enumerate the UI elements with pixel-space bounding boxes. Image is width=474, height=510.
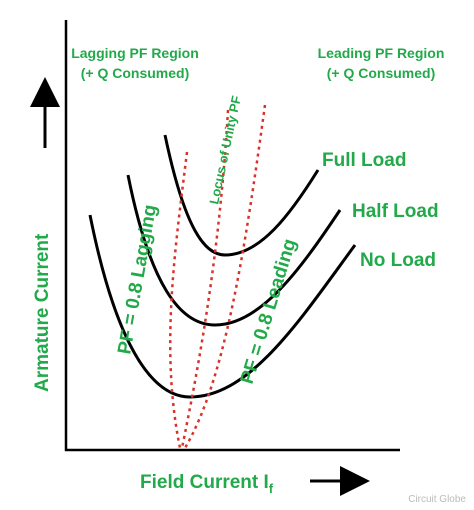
- x-axis-label-sub: f: [269, 481, 274, 496]
- x-axis-label-main: Field Current I: [140, 472, 269, 493]
- v-curve: [163, 134, 320, 257]
- v-curve: [88, 214, 357, 399]
- locus-line: [183, 104, 267, 449]
- locus-label: PF = 0.8 Lagging: [114, 203, 161, 356]
- curve-label: Half Load: [352, 201, 439, 222]
- x-axis-label: Field Current If: [140, 472, 274, 496]
- region-note: (+ Q Consumed): [327, 65, 436, 81]
- y-axis-label: Armature Current: [32, 233, 53, 392]
- locus-label: PF = 0.8 Leading: [237, 236, 301, 386]
- v-curve: [126, 174, 342, 327]
- curve-label: Full Load: [322, 150, 406, 171]
- locus-label: Locus of Unity PF: [206, 94, 244, 205]
- region-title: Lagging PF Region: [71, 45, 199, 61]
- locus-line: [180, 109, 230, 449]
- region-title: Leading PF Region: [318, 45, 445, 61]
- credit: Circuit Globe: [408, 494, 466, 505]
- region-note: (+ Q Consumed): [81, 65, 190, 81]
- axes: [64, 20, 400, 452]
- curve-label: No Load: [360, 250, 436, 271]
- locus-line: [169, 151, 189, 449]
